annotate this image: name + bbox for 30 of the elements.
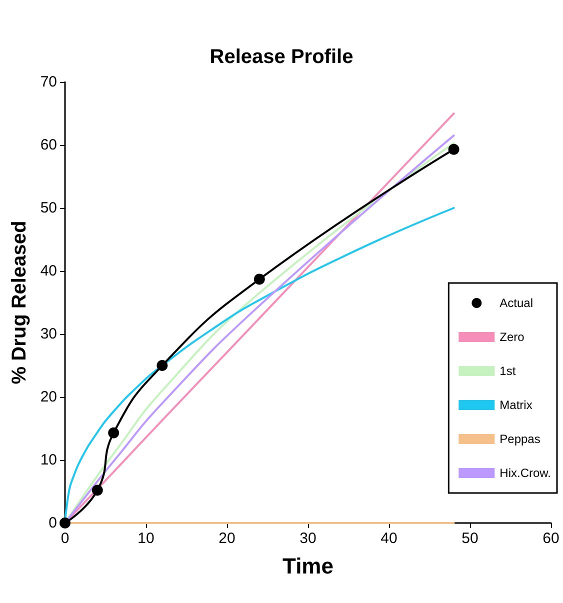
legend-label: 1st	[500, 364, 516, 378]
legend-label: Hix.Crow.	[500, 466, 552, 480]
y-tick-label: 40	[40, 262, 57, 280]
point	[448, 144, 460, 155]
y-tick-label: 50	[40, 200, 57, 216]
point	[92, 484, 103, 496]
y-tick-label: 10	[40, 452, 57, 468]
legend-label: Actual	[500, 296, 534, 310]
x-tick-label: 0	[60, 530, 70, 547]
x-tick-label: 40	[380, 530, 398, 547]
legend-label: Peppas	[500, 432, 540, 446]
x-tick-label: 10	[138, 530, 154, 547]
legend-label: Zero	[500, 330, 525, 344]
x-tick-label: 60	[542, 530, 560, 547]
x-tick-label: 50	[462, 530, 478, 547]
point	[254, 274, 265, 285]
x-tick-label: 30	[300, 530, 316, 547]
y-tick-label: 60	[40, 136, 57, 154]
legend-label: Matrix	[500, 398, 532, 412]
y-axis-title: % Drug Released	[8, 220, 30, 384]
point	[156, 360, 168, 371]
y-tick-label: 0	[48, 514, 57, 532]
chart-title: Release Profile	[210, 46, 354, 68]
y-tick-label: 70	[40, 74, 57, 90]
point	[60, 518, 70, 528]
point	[108, 427, 120, 438]
y-tick-label: 20	[40, 388, 57, 406]
x-tick-label: 20	[218, 530, 236, 547]
x-axis-title: Time	[282, 554, 334, 578]
y-tick-label: 30	[40, 326, 57, 342]
